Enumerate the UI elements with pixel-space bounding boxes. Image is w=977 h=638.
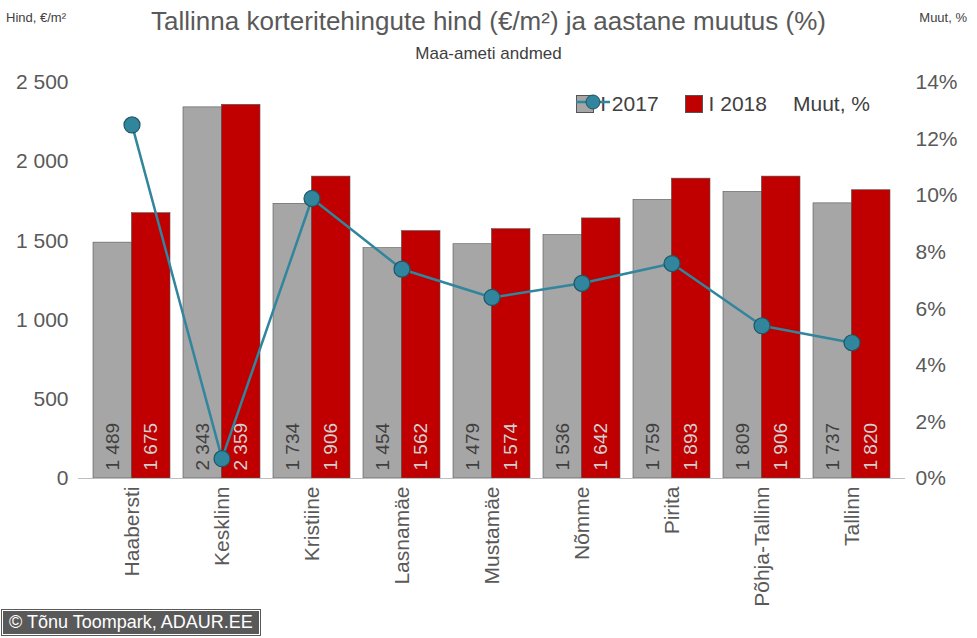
svg-text:2%: 2%: [916, 410, 946, 433]
svg-text:Haabersti: Haabersti: [120, 487, 143, 577]
html-text:Muut, %: Muut, %: [919, 10, 967, 25]
svg-text:1 536: 1 536: [552, 423, 573, 471]
svg-text:1 562: 1 562: [410, 423, 431, 471]
svg-text:12%: 12%: [916, 127, 958, 150]
svg-text:1 759: 1 759: [642, 423, 663, 471]
svg-text:1 500: 1 500: [16, 229, 69, 252]
html-text:I 2017: I 2017: [600, 92, 659, 115]
svg-text:0%: 0%: [916, 466, 946, 489]
html-text:Muut, %: Muut, %: [793, 92, 870, 115]
svg-text:1 906: 1 906: [770, 423, 791, 471]
html-text:I 2018: I 2018: [708, 92, 767, 115]
svg-text:Nõmme: Nõmme: [570, 487, 593, 561]
svg-text:1 675: 1 675: [140, 423, 161, 471]
svg-text:1 574: 1 574: [500, 423, 521, 471]
svg-text:1 489: 1 489: [102, 423, 123, 471]
svg-text:1 906: 1 906: [320, 423, 341, 471]
svg-text:2 000: 2 000: [16, 149, 69, 172]
svg-text:1 893: 1 893: [680, 423, 701, 471]
svg-text:8%: 8%: [916, 240, 946, 263]
svg-text:1 737: 1 737: [822, 423, 843, 471]
svg-text:2 359: 2 359: [230, 423, 251, 471]
svg-text:2 500: 2 500: [16, 70, 69, 93]
svg-text:2 343: 2 343: [192, 423, 213, 471]
svg-text:4%: 4%: [916, 353, 946, 376]
svg-text:0: 0: [57, 466, 69, 489]
svg-text:1 642: 1 642: [590, 423, 611, 471]
svg-text:1 820: 1 820: [860, 423, 881, 471]
svg-text:Mustamäe: Mustamäe: [480, 487, 503, 585]
svg-text:Lasnamäe: Lasnamäe: [390, 487, 413, 585]
svg-text:1 809: 1 809: [732, 423, 753, 471]
html-text:Tallinna korteritehingute hind: Tallinna korteritehingute hind (€/m²) ja…: [151, 6, 826, 36]
svg-text:1 000: 1 000: [16, 308, 69, 331]
html-text:Maa-ameti andmed: Maa-ameti andmed: [415, 44, 562, 63]
svg-text:500: 500: [33, 387, 68, 410]
svg-text:Tallinn: Tallinn: [840, 487, 863, 547]
svg-text:14%: 14%: [916, 70, 958, 93]
html-text:© Tõnu Toompark, ADAUR.EE: © Tõnu Toompark, ADAUR.EE: [9, 612, 253, 632]
svg-text:Kristiine: Kristiine: [300, 487, 323, 562]
svg-text:1 734: 1 734: [282, 423, 303, 471]
svg-text:1 479: 1 479: [462, 423, 483, 471]
svg-text:Kesklinn: Kesklinn: [210, 487, 233, 566]
svg-text:Pirita: Pirita: [660, 486, 683, 534]
svg-text:10%: 10%: [916, 183, 958, 206]
svg-text:6%: 6%: [916, 297, 946, 320]
svg-text:Põhja-Tallinn: Põhja-Tallinn: [750, 487, 773, 607]
svg-text:1 454: 1 454: [372, 423, 393, 471]
html-text:Hind, €/m²: Hind, €/m²: [6, 10, 66, 25]
